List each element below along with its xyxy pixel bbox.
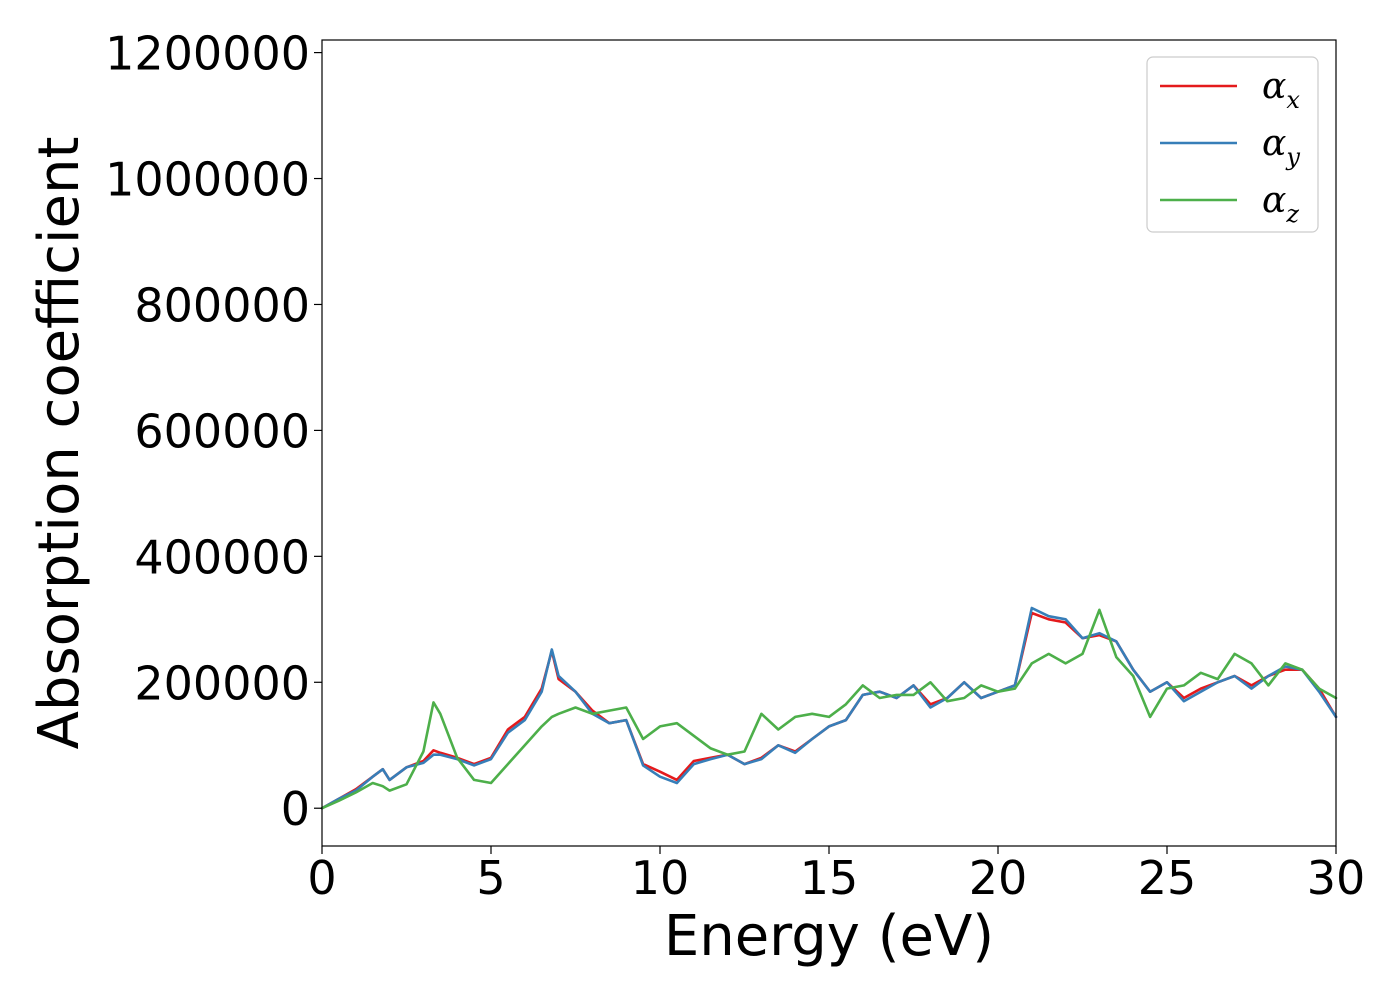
x-tick-label: 30 — [1307, 851, 1366, 905]
series-line-alpha-z — [320, 608, 1338, 810]
x-axis-title: Energy (eV) — [664, 904, 994, 969]
y-tick-label: 400000 — [134, 530, 310, 584]
y-tick-label: 200000 — [134, 656, 310, 710]
x-tick-label: 25 — [1138, 851, 1197, 905]
y-axis-title: Absorption coefficient — [27, 137, 92, 750]
y-tick-label: 1000000 — [105, 153, 310, 207]
legend-label-alpha-y: αy — [1262, 123, 1300, 171]
y-tick-label: 600000 — [134, 404, 310, 458]
x-tick-label: 20 — [969, 851, 1028, 905]
series-line-alpha-y — [320, 606, 1338, 810]
y-tick-label: 1200000 — [105, 27, 310, 81]
y-axis: 0 200000 400000 600000 800000 1000000 1200000 — [105, 27, 322, 836]
x-tick-label: 15 — [800, 851, 859, 905]
x-tick-label: 0 — [307, 851, 336, 905]
legend-label-alpha-z: αz — [1262, 180, 1299, 228]
legend-label-alpha-x: αx — [1262, 66, 1300, 114]
x-tick-label: 10 — [631, 851, 690, 905]
legend: αx αy αz — [1146, 56, 1319, 233]
plot-lines — [320, 606, 1338, 810]
x-tick-label: 5 — [476, 851, 505, 905]
y-tick-label: 800000 — [134, 278, 310, 332]
y-tick-label: 0 — [281, 782, 310, 836]
legend-box — [1146, 56, 1319, 233]
x-axis: 0 5 10 15 20 25 30 — [307, 846, 1365, 905]
